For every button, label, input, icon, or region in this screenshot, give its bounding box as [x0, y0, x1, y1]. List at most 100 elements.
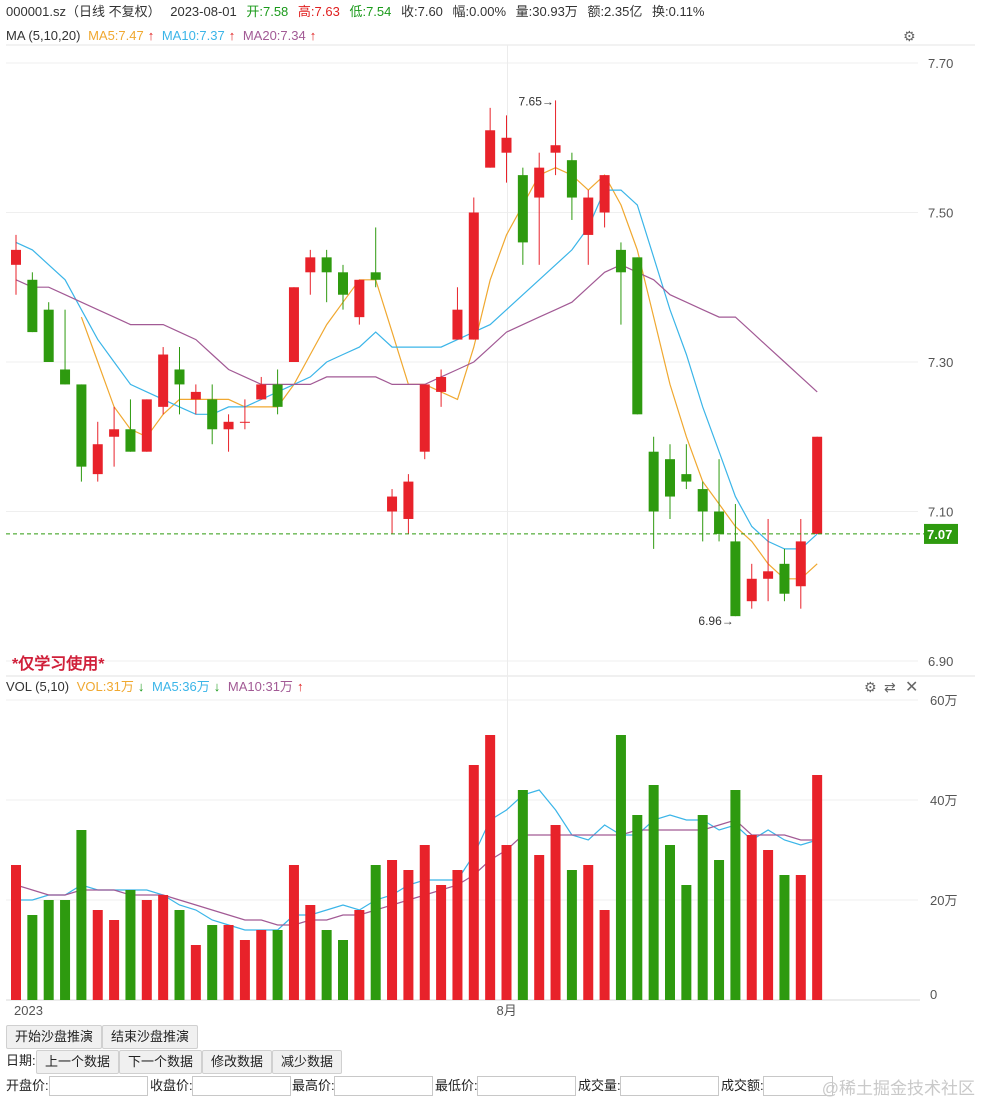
current-price-badge — [924, 523, 958, 544]
reduce-data-button[interactable]: 减少数据 — [272, 1050, 343, 1074]
candle-body — [566, 160, 577, 198]
candle — [387, 489, 398, 534]
price-tick-label: 7.70 — [928, 56, 953, 71]
candle — [763, 518, 774, 602]
volume-bar — [501, 845, 512, 1000]
candle-body — [697, 489, 708, 512]
candle — [812, 436, 823, 534]
price-ma-lines — [15, 167, 818, 580]
candle-body — [11, 249, 21, 265]
candle — [534, 152, 545, 265]
candle — [190, 384, 201, 415]
high-price-input[interactable] — [334, 1076, 433, 1096]
open-price-input[interactable] — [49, 1076, 148, 1096]
volume-bar — [714, 860, 725, 1000]
candle-body — [321, 257, 332, 273]
volume-input[interactable] — [620, 1076, 719, 1096]
vol-swap-icon[interactable]: ⇄ — [884, 679, 896, 695]
ma20-legend: MA20:7.34 — [242, 28, 306, 43]
candle — [714, 459, 725, 542]
quote-header: 000001.sz（日线 不复权） 2023-08-01 开:7.58 高:7.… — [6, 2, 711, 22]
price-tick-label: 6.90 — [928, 654, 953, 669]
volume-bar — [338, 940, 348, 1000]
candle — [92, 421, 103, 482]
high-value: 高:7.63 — [297, 4, 340, 19]
candle-body — [60, 369, 71, 385]
start-sandbox-button[interactable]: 开始沙盘推演 — [6, 1025, 103, 1049]
price-tick-label: 7.10 — [928, 505, 953, 520]
vol-ma10-legend: MA10:31万 — [227, 679, 293, 694]
volume-bar — [223, 925, 234, 1000]
volume-bar — [43, 900, 54, 1000]
amplitude-value: 幅:0.00% — [452, 4, 507, 19]
candle — [109, 406, 120, 467]
candle-body — [517, 175, 528, 243]
volume-bar — [583, 865, 594, 1000]
volume-bar — [419, 845, 430, 1000]
prev-data-button[interactable]: 上一个数据 — [36, 1050, 120, 1074]
candle — [305, 249, 316, 295]
volume-bar — [370, 865, 381, 1000]
candle — [436, 369, 447, 407]
candle — [615, 242, 626, 325]
candle — [746, 563, 757, 609]
candle — [239, 399, 250, 430]
candle-body — [583, 197, 594, 235]
candle-body — [305, 257, 316, 273]
open-value: 开:7.58 — [246, 4, 289, 19]
candlesticks — [11, 100, 823, 617]
ma20-arrow-up-icon: ↑ — [309, 28, 317, 43]
volume-bar — [812, 775, 823, 1000]
candle — [272, 369, 283, 415]
candle — [158, 347, 169, 415]
volume-ma5-line — [16, 789, 818, 931]
volume-bar — [697, 815, 708, 1000]
volume-bar — [452, 870, 463, 1000]
candle-body — [190, 391, 201, 400]
candle-body — [158, 354, 169, 407]
volume-bar — [272, 930, 283, 1000]
volume-bar — [566, 870, 577, 1000]
candle — [256, 376, 267, 400]
next-data-button[interactable]: 下一个数据 — [119, 1050, 203, 1074]
candle-body — [223, 421, 234, 430]
candle-body — [27, 279, 38, 333]
modify-data-button[interactable]: 修改数据 — [202, 1050, 273, 1074]
candle — [795, 518, 806, 609]
ma10-arrow-up-icon: ↑ — [228, 28, 236, 43]
candle-body — [648, 451, 659, 512]
volume-bar — [305, 905, 316, 1000]
volume-tick-label: 0 — [930, 987, 937, 1002]
candle-body — [714, 511, 725, 534]
candle — [452, 287, 463, 340]
amount-input[interactable] — [763, 1076, 833, 1096]
candle-body — [403, 481, 414, 519]
candle — [223, 414, 234, 452]
candle — [370, 227, 381, 288]
candle — [779, 548, 790, 602]
low-price-input[interactable] — [477, 1076, 576, 1096]
volume-bar — [190, 945, 201, 1000]
candle-body — [141, 399, 152, 452]
high-price-label: 最高价: — [292, 1078, 335, 1093]
candle — [648, 436, 659, 549]
close-price-input[interactable] — [192, 1076, 291, 1096]
candle-body — [354, 279, 365, 318]
candle — [419, 384, 430, 460]
vol-settings-icon[interactable]: ⚙ — [864, 679, 877, 695]
candle-body — [387, 496, 398, 512]
study-only-label: *仅学习使用* — [12, 656, 105, 673]
candle — [501, 115, 512, 183]
date-field-label: 日期: — [6, 1053, 36, 1068]
candle — [76, 384, 87, 482]
candle-body — [730, 541, 741, 617]
ma10-line — [15, 189, 818, 550]
vol-ma5-legend: MA5:36万 — [151, 679, 210, 694]
candle — [665, 444, 675, 519]
end-sandbox-button[interactable]: 结束沙盘推演 — [102, 1025, 199, 1049]
vol-close-icon[interactable]: ✕ — [905, 679, 919, 696]
price-markers: 7.07 7.65→ 6.96→ — [6, 94, 958, 628]
volume-bar — [665, 845, 675, 1000]
volume-bar — [403, 870, 414, 1000]
settings-sliders-icon[interactable]: ⚙ — [903, 28, 916, 44]
